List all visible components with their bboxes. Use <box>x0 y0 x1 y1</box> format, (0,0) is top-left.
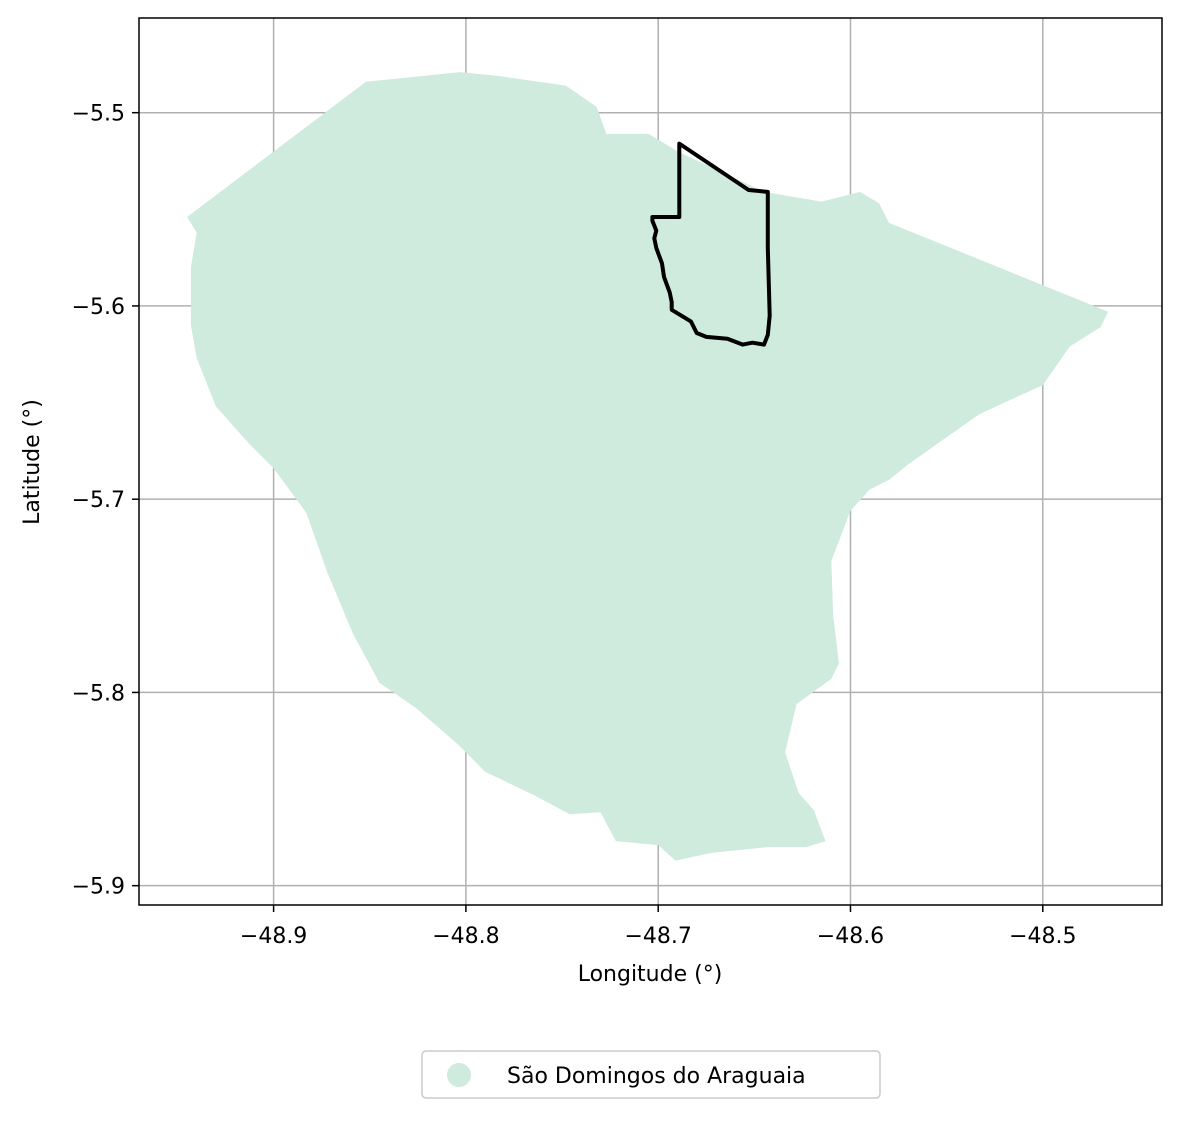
y-tick-label: −5.7 <box>72 488 125 513</box>
legend: São Domingos do Araguaia <box>421 1050 881 1099</box>
x-tick-label: −48.9 <box>240 924 307 949</box>
outline-layer <box>650 141 772 347</box>
y-tick-label: −5.8 <box>72 681 125 706</box>
legend-marker-municipality <box>447 1063 471 1087</box>
plot-frame <box>138 17 1163 906</box>
x-tick-label: −48.7 <box>624 924 691 949</box>
legend-box <box>421 1050 881 1099</box>
y-axis-label: Latitude (°) <box>20 399 45 525</box>
x-tick-label: −48.8 <box>432 924 499 949</box>
y-tick-label: −5.6 <box>72 295 125 320</box>
property-outline <box>650 141 772 347</box>
legend-label-municipality: São Domingos do Araguaia <box>507 1064 806 1089</box>
axis-ticks: −48.9 −48.8 −48.7 −48.6 −48.5 −5.5 −5.6 −5.7 −5.… <box>72 102 1077 949</box>
municipality-layer <box>187 72 1109 861</box>
municipality-area <box>187 72 1109 861</box>
x-axis-label: Longitude (°) <box>578 962 723 987</box>
y-tick-label: −5.5 <box>72 102 125 127</box>
y-tick-label: −5.9 <box>72 875 125 900</box>
x-tick-label: −48.6 <box>817 924 884 949</box>
x-tick-label: −48.5 <box>1009 924 1076 949</box>
